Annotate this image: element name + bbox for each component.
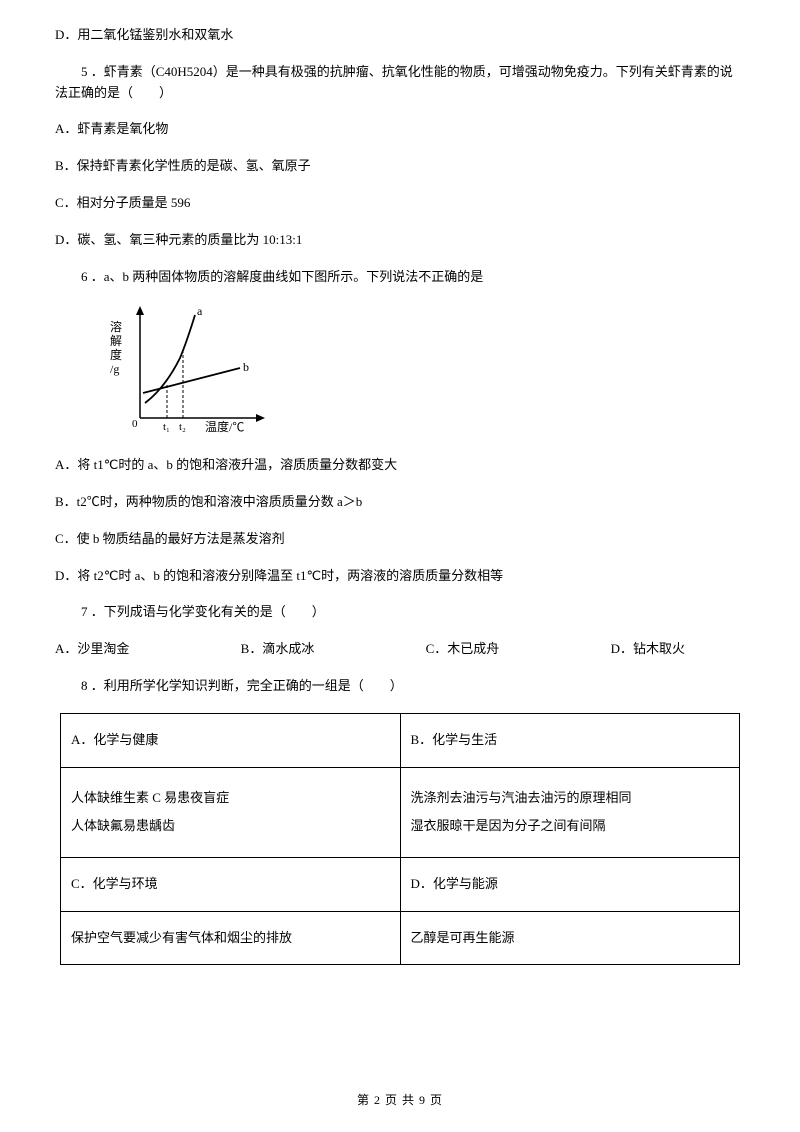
q8-r2c2-l1: 洗涤剂去油污与汽油去油污的原理相同 bbox=[411, 784, 730, 813]
chart-t2: t₂ bbox=[179, 421, 186, 433]
chart-y-label-1: 溶 bbox=[110, 319, 122, 334]
q6-option-d: D．将 t2℃时 a、b 的饱和溶液分别降温至 t1℃时，两溶液的溶质质量分数相… bbox=[55, 566, 745, 587]
q7-option-b: B．滴水成冰 bbox=[241, 639, 315, 660]
q6-option-c: C．使 b 物质结晶的最好方法是蒸发溶剂 bbox=[55, 529, 745, 550]
chart-origin: 0 bbox=[132, 418, 138, 430]
q7-option-a: A．沙里淘金 bbox=[55, 639, 129, 660]
q8-r4c1: 保护空气要减少有害气体和烟尘的排放 bbox=[61, 911, 401, 965]
q8-r2c1-l2: 人体缺氟易患龋齿 bbox=[71, 812, 390, 841]
q8-r2c1-l1: 人体缺维生素 C 易患夜盲症 bbox=[71, 784, 390, 813]
chart-y-label-3: 度 bbox=[110, 347, 122, 362]
q8-r2c2: 洗涤剂去油污与汽油去油污的原理相同 湿衣服晾干是因为分子之间有间隔 bbox=[400, 767, 740, 857]
q7-stem: 7 ．下列成语与化学变化有关的是（ ） bbox=[55, 602, 745, 623]
q8-stem: 8 ．利用所学化学知识判断，完全正确的一组是（ ） bbox=[55, 676, 745, 697]
page-footer: 第 2 页 共 9 页 bbox=[0, 1091, 800, 1110]
chart-y-label-4: /g bbox=[110, 362, 119, 376]
q8-r2c2-l2: 湿衣服晾干是因为分子之间有间隔 bbox=[411, 812, 730, 841]
q7-option-c: C．木已成舟 bbox=[426, 639, 500, 660]
q5-option-c: C．相对分子质量是 596 bbox=[55, 193, 745, 214]
q7-options-row: A．沙里淘金 B．滴水成冰 C．木已成舟 D．钻木取火 bbox=[55, 639, 745, 660]
q6-option-b: B．t2℃时，两种物质的饱和溶液中溶质质量分数 a＞b bbox=[55, 492, 745, 513]
q5-option-b: B．保持虾青素化学性质的是碳、氢、氧原子 bbox=[55, 156, 745, 177]
q8-r3c2: D．化学与能源 bbox=[400, 857, 740, 911]
chart-label-a: a bbox=[197, 304, 203, 318]
q5-option-d: D．碳、氢、氧三种元素的质量比为 10:13:1 bbox=[55, 230, 745, 251]
q7-option-d: D．钻木取火 bbox=[611, 639, 685, 660]
option-d-before: D．用二氧化锰鉴别水和双氧水 bbox=[55, 25, 745, 46]
q8-r3c1: C．化学与环境 bbox=[61, 857, 401, 911]
q5-stem: 5 ．虾青素（C40H5204）是一种具有极强的抗肿瘤、抗氧化性能的物质，可增强… bbox=[55, 62, 745, 104]
q8-r1c2: B．化学与生活 bbox=[400, 713, 740, 767]
chart-x-label: 温度/℃ bbox=[205, 419, 244, 433]
chart-t1: t₁ bbox=[163, 421, 170, 433]
q8-table: A．化学与健康 B．化学与生活 人体缺维生素 C 易患夜盲症 人体缺氟易患龋齿 … bbox=[60, 713, 740, 966]
q8-r1c1: A．化学与健康 bbox=[61, 713, 401, 767]
solubility-chart: a b t₁ t₂ 0 温度/℃ 溶 解 度 /g bbox=[105, 303, 745, 440]
chart-y-label-2: 解 bbox=[110, 334, 122, 348]
q6-stem: 6 ．a、b 两种固体物质的溶解度曲线如下图所示。下列说法不正确的是 bbox=[55, 267, 745, 288]
q5-option-a: A．虾青素是氧化物 bbox=[55, 119, 745, 140]
chart-label-b: b bbox=[243, 360, 249, 374]
q8-r4c2: 乙醇是可再生能源 bbox=[400, 911, 740, 965]
q6-option-a: A．将 t1℃时的 a、b 的饱和溶液升温，溶质质量分数都变大 bbox=[55, 455, 745, 476]
q8-r2c1: 人体缺维生素 C 易患夜盲症 人体缺氟易患龋齿 bbox=[61, 767, 401, 857]
